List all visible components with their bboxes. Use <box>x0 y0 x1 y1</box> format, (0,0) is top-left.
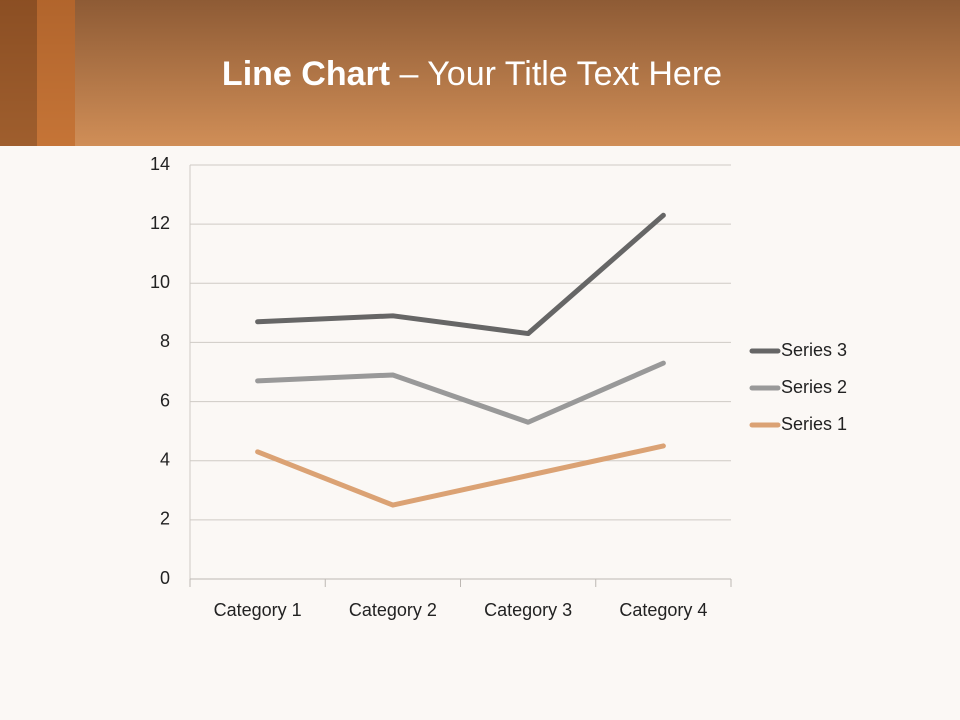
y-tick-label: 10 <box>150 272 170 292</box>
y-tick-label: 4 <box>160 449 170 469</box>
y-tick-label: 8 <box>160 331 170 351</box>
x-tick-label: Category 2 <box>349 600 437 620</box>
y-tick-label: 6 <box>160 390 170 410</box>
y-tick-label: 14 <box>150 154 170 174</box>
x-tick-label: Category 1 <box>214 600 302 620</box>
x-tick-label: Category 4 <box>619 600 707 620</box>
series-line <box>255 212 666 337</box>
series-line <box>255 443 666 508</box>
legend-label: Series 3 <box>781 340 847 360</box>
header-stripe <box>0 0 37 146</box>
header-stripe <box>37 0 75 146</box>
header-band <box>0 0 960 146</box>
y-tick-label: 2 <box>160 509 170 529</box>
legend-label: Series 2 <box>781 377 847 397</box>
y-tick-label: 12 <box>150 213 170 233</box>
series-line <box>255 360 666 425</box>
y-tick-label: 0 <box>160 568 170 588</box>
legend-label: Series 1 <box>781 414 847 434</box>
title-bold: Line Chart <box>222 55 390 93</box>
x-tick-label: Category 3 <box>484 600 572 620</box>
title-rest: – Your Title Text Here <box>400 55 723 93</box>
chart-title: Line Chart – Your Title Text Here <box>222 55 722 93</box>
